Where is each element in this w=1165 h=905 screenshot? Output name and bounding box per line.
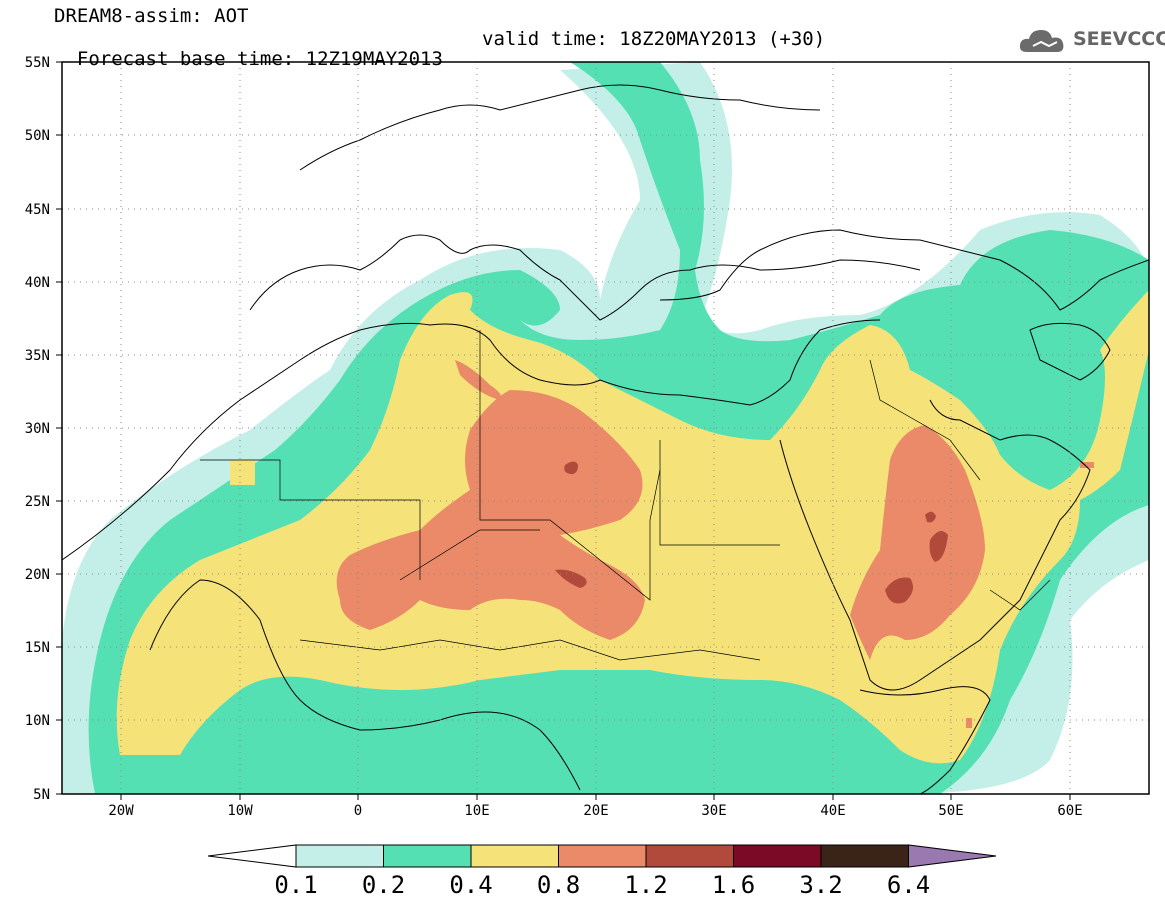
colorbar-over-arrow (908, 844, 997, 868)
colorbar-under-arrow (207, 844, 297, 868)
lon-label: 20W (108, 803, 134, 819)
colorbar-bin (645, 844, 734, 868)
lat-label: 10N (25, 713, 50, 729)
aot-0.4-region (116, 290, 1149, 764)
longitude-labels: 20W 10W 0 10E 20E 30E 40E 50E 60E (108, 803, 1082, 819)
lon-label: 50E (938, 803, 963, 819)
lat-label: 50N (25, 128, 50, 144)
lat-label: 40N (25, 275, 50, 291)
seevccc-logo: SEEVCCC (1017, 22, 1165, 58)
graticule (62, 62, 1149, 794)
base-time: Forecast base time: 12Z19MAY2013 (76, 48, 443, 70)
lon-label: 10W (227, 803, 253, 819)
aot-0.4-patch (230, 460, 255, 485)
colorbar-label: 0.2 (362, 871, 405, 899)
lat-label: 30N (25, 421, 50, 437)
lat-label: 25N (25, 494, 50, 510)
colorbar-bin (558, 844, 647, 868)
aot-0.8-patch-oman (1080, 462, 1094, 468)
aot-1.2-core-3 (885, 577, 914, 604)
colorbar-label: 1.6 (712, 871, 755, 899)
aot-field (62, 62, 1149, 794)
map-title: DREAM8-assim: AOT (54, 5, 249, 27)
forecast-times: Forecast base time: 12Z19MAY2013 valid t… (54, 29, 825, 89)
lat-label: 5N (33, 787, 50, 803)
aot-0.8-patch-somalia (966, 718, 972, 728)
lon-label: 60E (1057, 803, 1082, 819)
colorbar-bin (470, 844, 559, 868)
lat-label: 35N (25, 348, 50, 364)
logo-text: SEEVCCC (1073, 28, 1165, 50)
colorbar-bin (383, 844, 472, 868)
lat-label: 20N (25, 567, 50, 583)
colorbar-label: 3.2 (799, 871, 842, 899)
colorbar-bin (733, 844, 822, 868)
colorbar-label: 1.2 (624, 871, 667, 899)
colorbar-bin (820, 844, 909, 868)
colorbar-label: 0.1 (274, 871, 317, 899)
axis-ticks (56, 61, 1071, 800)
lat-label: 55N (25, 55, 50, 71)
aot-0.8-region-tunisia (455, 360, 502, 400)
aot-1.2-core-4 (929, 531, 948, 562)
country-borders (200, 330, 1051, 661)
aot-1.2-core-1 (564, 461, 578, 475)
colorbar-label: 0.4 (449, 871, 492, 899)
lon-label: 0 (354, 803, 362, 819)
aot-1.2-core-2 (555, 569, 587, 588)
coastlines (62, 84, 1149, 794)
lat-label: 45N (25, 202, 50, 218)
colorbar-label: 0.8 (537, 871, 580, 899)
lat-label: 15N (25, 640, 50, 656)
cloud-icon (1019, 30, 1064, 52)
colorbar-label: 6.4 (887, 871, 930, 899)
lon-label: 10E (464, 803, 489, 819)
lon-label: 30E (701, 803, 726, 819)
latitude-labels: 55N 50N 45N 40N 35N 30N 25N 20N 15N 10N … (25, 55, 50, 803)
lon-label: 40E (820, 803, 845, 819)
lon-label: 20E (583, 803, 608, 819)
colorbar: 0.1 0.2 0.4 0.8 1.2 1.6 3.2 6.4 (207, 844, 997, 899)
valid-time: valid time: 18Z20MAY2013 (+30) (482, 28, 826, 50)
aot-1.2-core-5 (925, 511, 936, 523)
colorbar-bin (295, 844, 384, 868)
aot-0.8-region-arabia (850, 425, 985, 660)
